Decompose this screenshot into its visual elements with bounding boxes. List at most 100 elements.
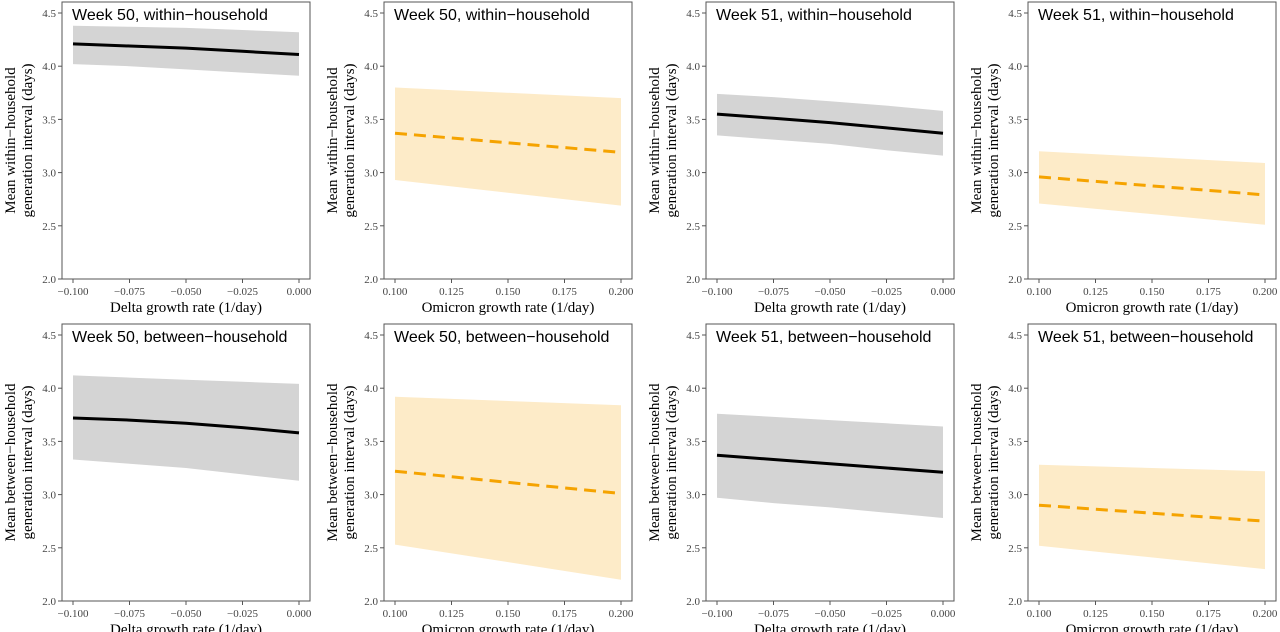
confidence-band [717, 93, 943, 156]
x-tick-label: 0.150 [1140, 286, 1165, 298]
mean-line [716, 453, 944, 474]
x-axis-label: Omicron growth rate (1/day) [1066, 300, 1239, 316]
y-tick-label: 2.0 [42, 596, 56, 608]
x-tick-label: −0.050 [171, 286, 202, 298]
x-tick-label: 0.175 [1196, 286, 1221, 298]
y-axis-label: generation interval (days) [20, 385, 36, 539]
y-axis-label: Mean between−household [325, 383, 341, 541]
y-tick-label: 2.0 [1008, 596, 1022, 608]
y-tick-label: 2.5 [364, 221, 378, 233]
y-tick-label: 3.0 [1008, 168, 1022, 180]
x-tick-label: −0.075 [114, 608, 145, 620]
x-tick-label: −0.025 [871, 286, 902, 298]
x-tick-label: −0.100 [58, 608, 89, 620]
confidence-band [73, 375, 299, 481]
y-tick-label: 3.0 [364, 490, 378, 502]
y-tick-label: 4.0 [686, 383, 700, 395]
x-tick-label: −0.075 [758, 286, 789, 298]
x-tick-label: 0.200 [1253, 286, 1278, 298]
panel-3: 2.0 2.5 3.0 3.5 4.0 4.5 −0.100 −0.075 −0.050 −0.0… [647, 1, 956, 316]
x-axis-label: Omicron growth rate (1/day) [422, 622, 595, 632]
y-tick-label: 2.5 [42, 221, 56, 233]
panel-1: 2.0 2.5 3.0 3.5 4.0 4.5 −0.100 −0.075 −0.050 −0.0… [3, 1, 312, 316]
panel-5: 2.0 2.5 3.0 3.5 4.0 4.5 −0.100 −0.075 −0.050 −0.0… [3, 323, 312, 632]
mean-line [72, 416, 300, 435]
confidence-band [395, 396, 621, 580]
y-tick-label: 2.5 [42, 543, 56, 555]
x-tick-label: 0.200 [609, 608, 634, 620]
y-tick-label: 4.0 [1008, 383, 1022, 395]
x-tick-label: 0.100 [383, 608, 408, 620]
y-tick-label: 2.0 [686, 596, 700, 608]
y-axis-label: Mean between−household [647, 383, 663, 541]
panel-4: 2.0 2.5 3.0 3.5 4.0 4.5 0.100 0.125 0.150 0.175 0.… [969, 1, 1278, 316]
y-tick-label: 4.0 [42, 61, 56, 73]
x-tick-label: 0.125 [1083, 608, 1108, 620]
y-tick-label: 4.5 [1008, 330, 1022, 342]
y-axis-label: generation interval (days) [664, 63, 680, 217]
y-axis-label: generation interval (days) [342, 63, 358, 217]
y-tick-label: 2.0 [1008, 274, 1022, 286]
confidence-band [1039, 464, 1265, 570]
x-tick-label: 0.000 [287, 608, 312, 620]
x-tick-label: −0.075 [758, 608, 789, 620]
panel-7: 2.0 2.5 3.0 3.5 4.0 4.5 −0.100 −0.075 −0.050 −0.0… [647, 323, 956, 632]
y-tick-label: 2.5 [1008, 543, 1022, 555]
x-tick-label: −0.025 [871, 608, 902, 620]
x-tick-label: 0.100 [383, 286, 408, 298]
y-tick-label: 4.5 [686, 330, 700, 342]
confidence-band [717, 413, 943, 518]
y-tick-label: 3.0 [42, 490, 56, 502]
y-tick-label: 2.0 [686, 274, 700, 286]
x-tick-label: −0.025 [227, 286, 258, 298]
y-tick-label: 3.5 [1008, 114, 1022, 126]
panel-title: Week 50, between−household [72, 329, 287, 346]
y-tick-label: 3.5 [686, 436, 700, 448]
x-tick-label: 0.175 [1196, 608, 1221, 620]
x-tick-label: −0.025 [227, 608, 258, 620]
panel-title: Week 51, between−household [1038, 329, 1253, 346]
y-tick-label: 4.0 [364, 61, 378, 73]
confidence-band [1039, 151, 1265, 225]
x-tick-label: 0.150 [1140, 608, 1165, 620]
x-axis-label: Delta growth rate (1/day) [110, 622, 262, 632]
panel-title: Week 50, within−household [72, 7, 268, 24]
x-tick-label: −0.100 [702, 608, 733, 620]
panel-6: 2.0 2.5 3.0 3.5 4.0 4.5 0.100 0.125 0.150 0.175 0.… [325, 323, 634, 632]
y-axis-label: generation interval (days) [20, 63, 36, 217]
y-tick-label: 3.0 [1008, 490, 1022, 502]
confidence-band [73, 25, 299, 76]
y-tick-label: 3.0 [686, 490, 700, 502]
y-axis-label: Mean between−household [3, 383, 19, 541]
confidence-band [395, 87, 621, 206]
x-tick-label: 0.150 [496, 286, 521, 298]
x-tick-label: −0.050 [815, 608, 846, 620]
y-axis-label: Mean within−household [325, 67, 341, 214]
y-tick-label: 4.5 [42, 8, 56, 20]
x-tick-label: 0.000 [931, 608, 956, 620]
y-tick-label: 2.0 [42, 274, 56, 286]
x-tick-label: −0.100 [702, 286, 733, 298]
y-tick-label: 3.5 [364, 114, 378, 126]
y-tick-label: 2.5 [686, 543, 700, 555]
panel-title: Week 51, between−household [716, 329, 931, 346]
x-tick-label: 0.200 [1253, 608, 1278, 620]
y-tick-label: 3.0 [364, 168, 378, 180]
y-tick-label: 3.5 [686, 114, 700, 126]
y-axis-label: generation interval (days) [664, 385, 680, 539]
y-tick-label: 2.0 [364, 596, 378, 608]
x-tick-label: 0.125 [439, 608, 464, 620]
x-axis-label: Delta growth rate (1/day) [754, 622, 906, 632]
x-tick-label: 0.200 [609, 286, 634, 298]
x-tick-label: 0.100 [1027, 608, 1052, 620]
x-tick-label: 0.000 [931, 286, 956, 298]
panel-title: Week 50, within−household [394, 7, 590, 24]
x-axis-label: Omicron growth rate (1/day) [422, 300, 595, 316]
panel-2: 2.0 2.5 3.0 3.5 4.0 4.5 0.100 0.125 0.150 0.175 0.… [325, 1, 634, 316]
y-tick-label: 4.5 [364, 8, 378, 20]
panel-title: Week 51, within−household [1038, 7, 1234, 24]
x-tick-label: 0.175 [552, 286, 577, 298]
y-tick-label: 3.5 [42, 436, 56, 448]
y-tick-label: 3.0 [42, 168, 56, 180]
